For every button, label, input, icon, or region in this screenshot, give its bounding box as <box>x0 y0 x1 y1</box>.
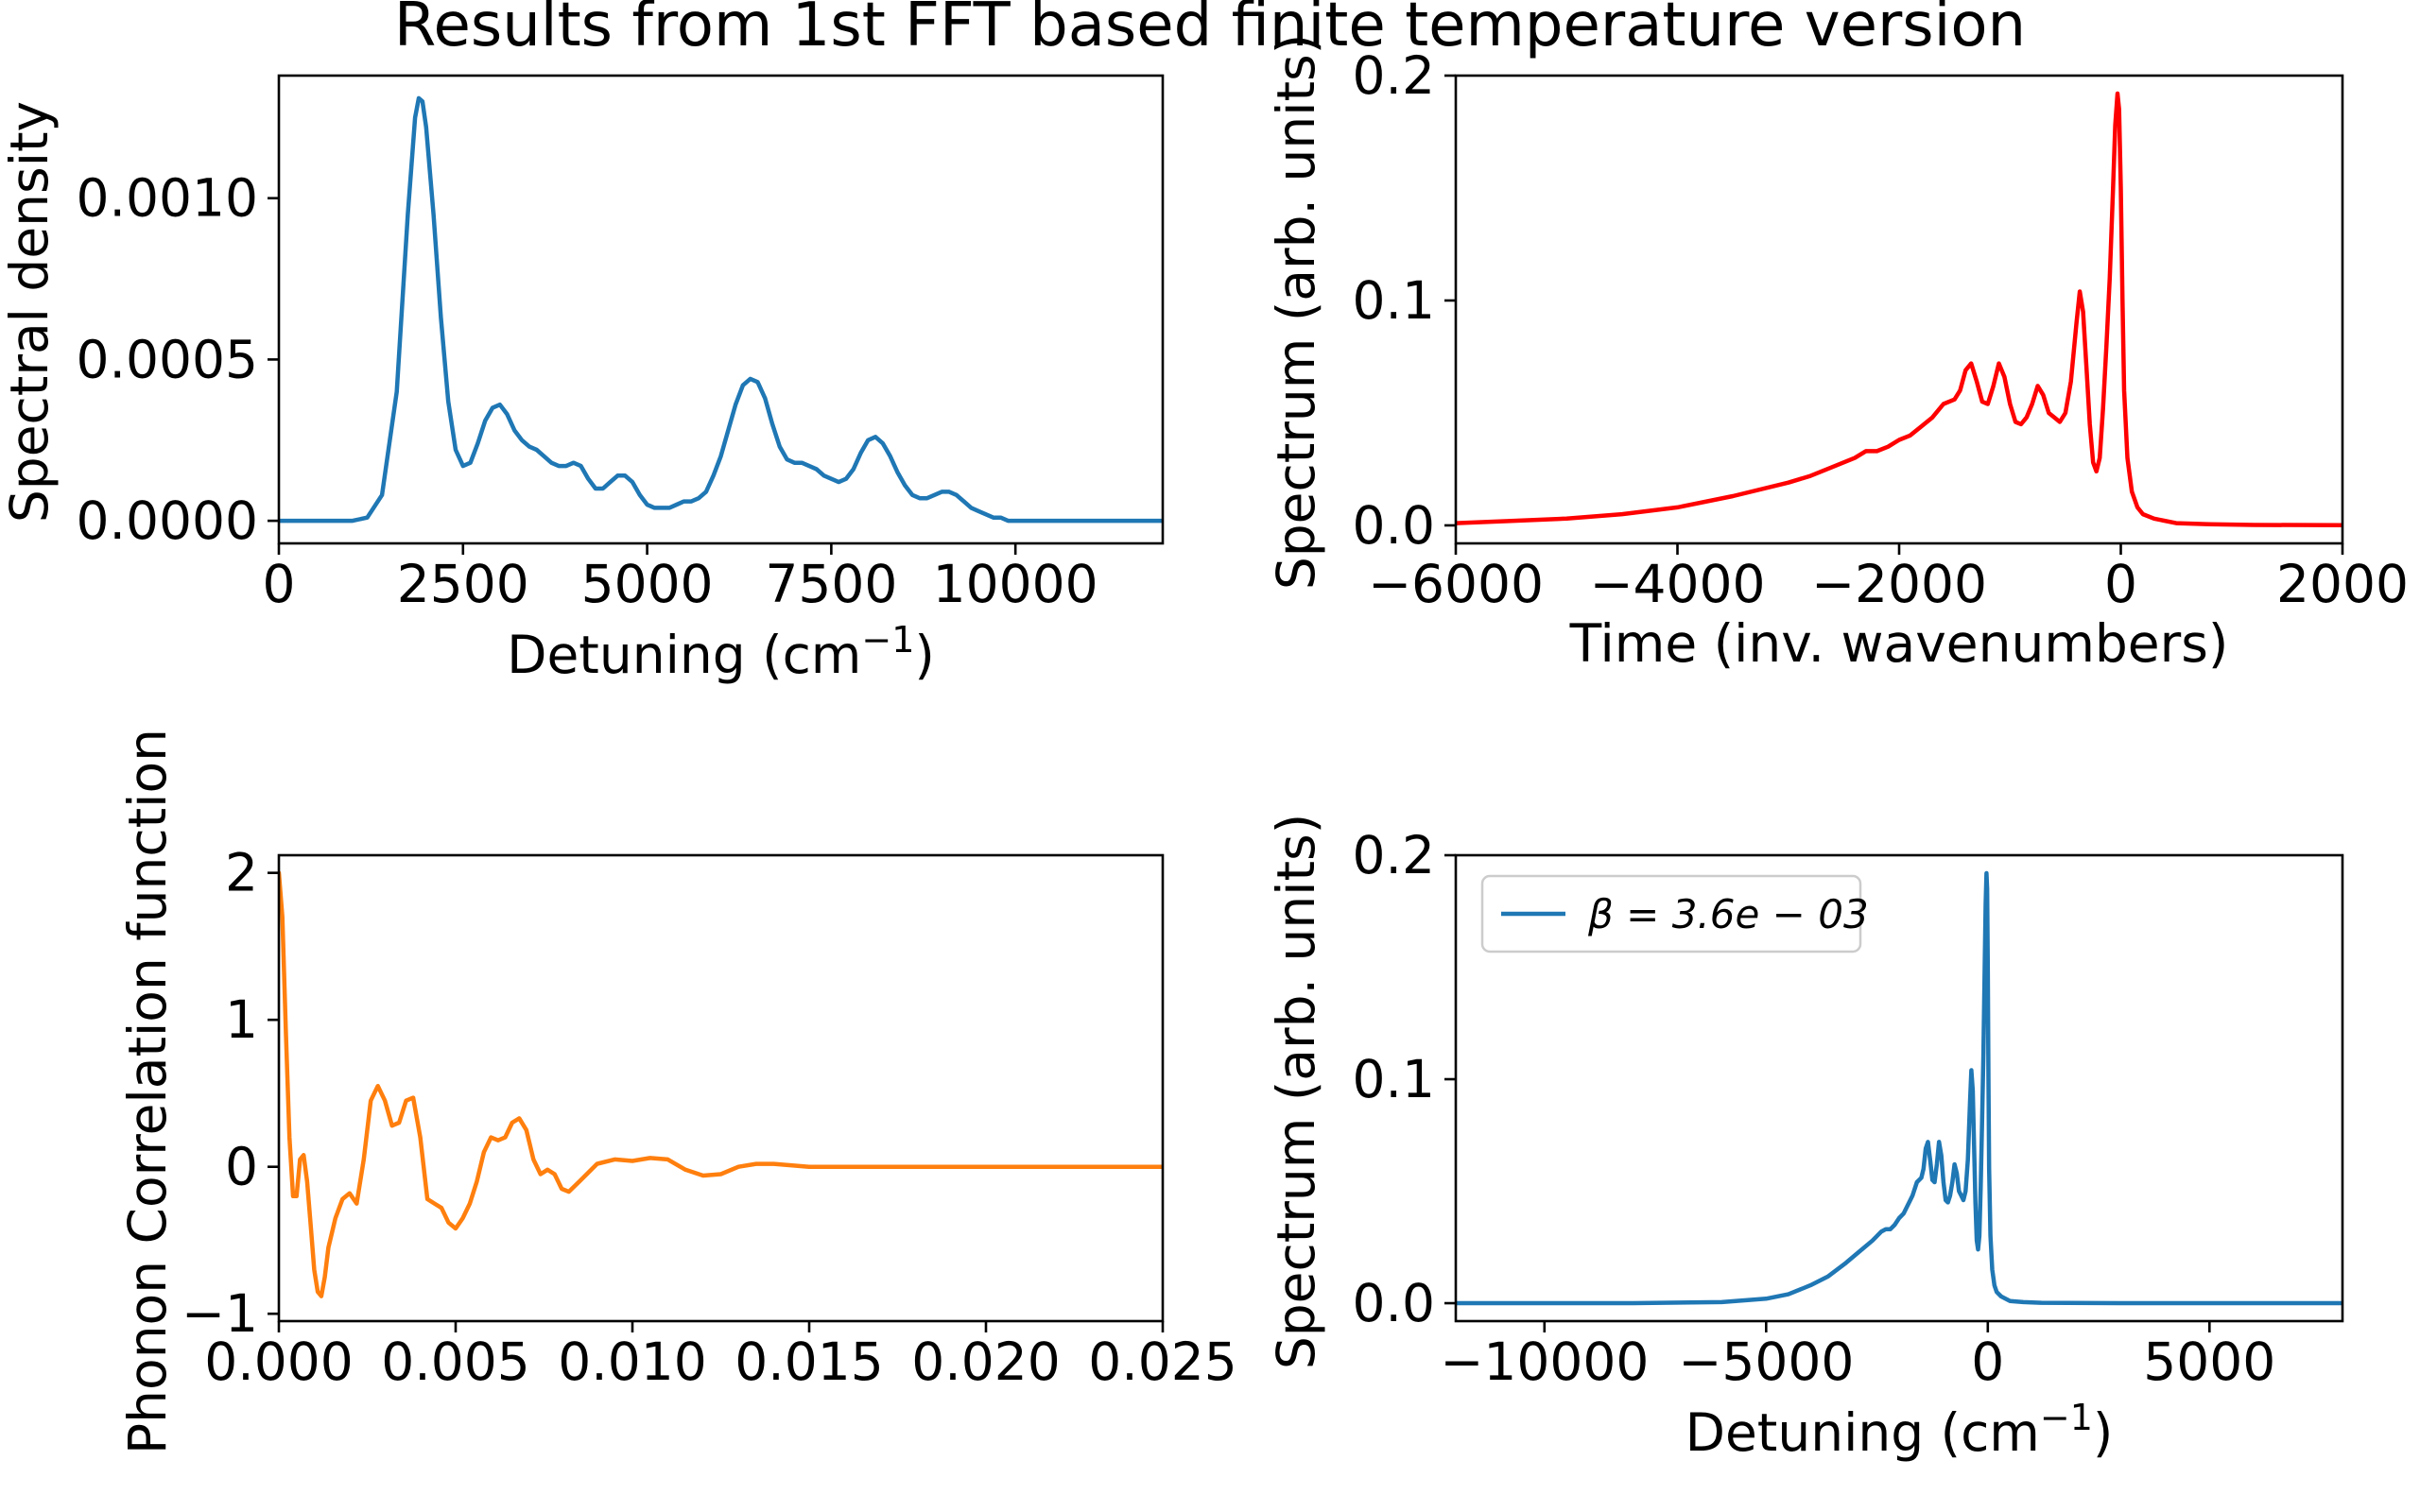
axes-frame <box>1454 74 2344 545</box>
x-axis-label: Detuning (cm−1) <box>507 619 935 685</box>
y-tick-label: 0.2 <box>1353 45 1435 106</box>
x-tick-label: 0.010 <box>558 1332 706 1392</box>
y-tick-label: 0.0010 <box>77 168 258 229</box>
series-line-spectrum-time <box>1456 91 2342 527</box>
x-tick-label: −4000 <box>1589 554 1765 614</box>
x-tick-label: 0 <box>2104 554 2137 614</box>
x-tick-label: 0.005 <box>381 1332 529 1392</box>
x-tick-label: −2000 <box>1811 554 1987 614</box>
x-tick-label: 7500 <box>765 554 897 614</box>
series-line-spectrum-detuning <box>1456 870 2342 1306</box>
axes-frame <box>1454 853 2344 1323</box>
y-tick-label: −1 <box>182 1283 258 1344</box>
series-line-spectral-density <box>279 95 1163 524</box>
figure-title: Results from 1st FFT based finite temper… <box>394 0 2026 60</box>
y-tick-label: 0.1 <box>1353 1049 1435 1109</box>
y-axis-label: Spectral density <box>0 101 60 523</box>
y-tick-label: 0.1 <box>1353 270 1435 331</box>
x-tick-label: −6000 <box>1368 554 1544 614</box>
axes-frame <box>277 74 1165 545</box>
x-tick-label: 0.015 <box>735 1332 883 1392</box>
panel-spectrum-detuning: −10000 −5000 0 5000 0.0 0.1 0.2 Spectrum (arb. … <box>1266 814 2344 1463</box>
x-tick-label: 0.000 <box>204 1332 353 1392</box>
x-tick-label: 5000 <box>2143 1332 2275 1392</box>
y-axis-label: Spectrum (arb. units) <box>1266 34 1326 590</box>
y-tick-label: 0.0005 <box>77 329 258 389</box>
y-tick-label: 0.2 <box>1353 825 1435 885</box>
x-tick-label: 0 <box>1971 1332 2004 1392</box>
legend-box <box>1480 874 1862 954</box>
x-tick-label: 2500 <box>397 554 529 614</box>
x-tick-label: −10000 <box>1440 1332 1649 1392</box>
y-tick-label: 0.0 <box>1353 1273 1435 1333</box>
x-axis-label: Time (inv. wavenumbers) <box>1569 613 2229 674</box>
x-tick-label: −5000 <box>1678 1332 1854 1392</box>
x-tick-label: 10000 <box>933 554 1098 614</box>
y-tick-label: 0.0000 <box>77 490 258 551</box>
y-axis-label: Phonon Correlation function <box>117 729 178 1454</box>
x-tick-label: 2000 <box>2276 554 2409 614</box>
y-tick-label: 0.0 <box>1353 495 1435 556</box>
series-line-phonon-correlation <box>279 870 1163 1298</box>
y-tick-label: 2 <box>225 843 258 903</box>
x-tick-label: 0.025 <box>1088 1332 1236 1392</box>
y-tick-label: 1 <box>225 989 258 1050</box>
y-axis-label: Spectrum (arb. units) <box>1266 814 1326 1369</box>
x-tick-label: 0.020 <box>911 1332 1060 1392</box>
x-tick-label: 0 <box>263 554 296 614</box>
y-tick-label: 0 <box>225 1137 258 1197</box>
panel-spectral-density: 0 2500 5000 7500 10000 0.0000 0.0005 0.0010 Spec… <box>0 74 1165 685</box>
x-axis-label: Detuning (cm−1) <box>1685 1397 2114 1463</box>
x-tick-label: 5000 <box>581 554 714 614</box>
axes-frame <box>277 853 1165 1323</box>
legend-label: β = 3.6e − 03 <box>1587 891 1869 937</box>
panel-phonon-correlation: 0.000 0.005 0.010 0.015 0.020 0.025 −1 0 1 2 Phono… <box>117 729 1237 1454</box>
panel-spectrum-time: −6000 −4000 −2000 0 2000 0.0 0.1 0.2 Spectrum (a… <box>1266 34 2409 674</box>
